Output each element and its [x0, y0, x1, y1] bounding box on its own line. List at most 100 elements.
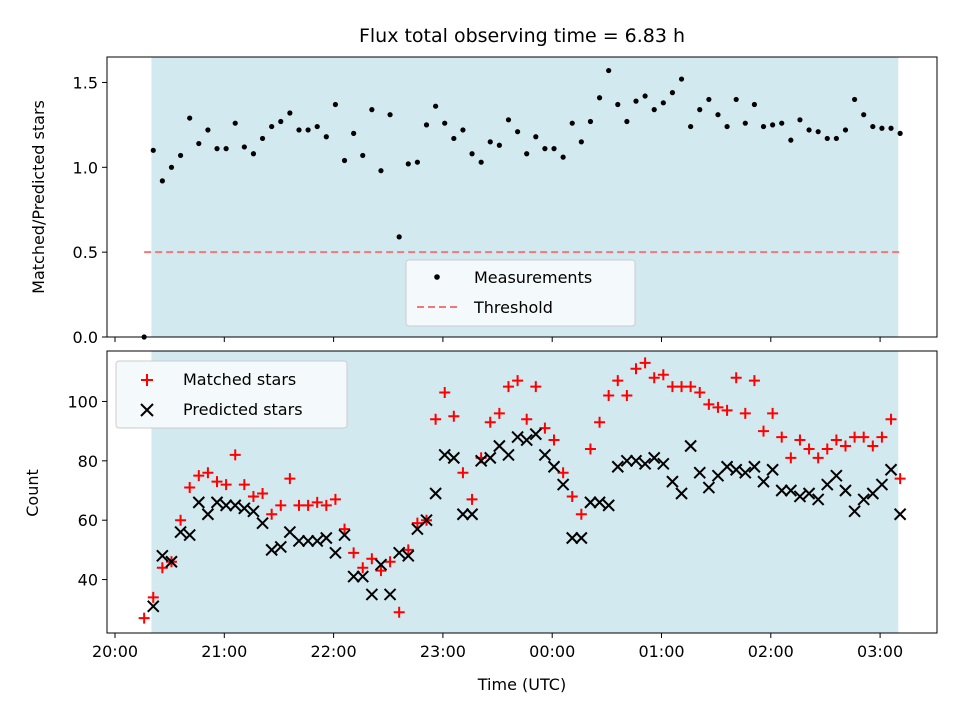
matched-star-point	[284, 473, 296, 485]
measurement-point	[861, 112, 867, 118]
measurement-point	[196, 140, 202, 147]
bottom-x-axis: 20:00 21:00 22:00 23:00 00:00 01:00 02:00 03:00	[92, 633, 903, 661]
measurement-point	[733, 96, 739, 103]
predicted-star-point	[392, 546, 406, 560]
bottom-x-tick-label: 21:00	[201, 642, 247, 661]
predicted-star-point	[329, 546, 342, 560]
measurement-point	[879, 125, 885, 131]
predicted-star-point	[365, 588, 379, 601]
matched-star-point	[748, 375, 760, 387]
matched-star-point	[521, 413, 533, 425]
measurement-point	[205, 127, 211, 133]
measurement-point	[314, 123, 320, 130]
predicted-star-point	[893, 508, 907, 521]
predicted-star-point	[247, 505, 260, 518]
matched-star-point	[275, 499, 287, 511]
predicted-star-point	[784, 484, 798, 497]
matched-star-point	[739, 407, 751, 419]
matched-star-point	[512, 375, 524, 387]
measurement-point	[678, 76, 685, 82]
measurement-point	[296, 127, 302, 133]
predicted-star-point	[739, 466, 752, 479]
bottom-legend: Matched stars Predicted stars	[115, 360, 348, 429]
measurement-point	[396, 234, 402, 240]
matched-star-point	[548, 434, 560, 446]
matched-star-point	[821, 443, 833, 455]
measurement-point	[323, 134, 329, 140]
bottom-plot-frame	[106, 350, 938, 634]
matched-star-point	[493, 407, 505, 419]
matched-star-point	[721, 404, 733, 416]
predicted-star-point	[884, 463, 898, 476]
predicted-star-point	[165, 555, 178, 568]
matched-star-point	[457, 467, 469, 479]
matched-star-point	[357, 562, 369, 574]
bottom-x-tick-label: 02:00	[748, 642, 794, 661]
matched-star-point	[557, 467, 569, 479]
matched-star-point	[885, 413, 897, 425]
predicted-star-point	[374, 558, 388, 571]
predicted-star-point	[529, 427, 543, 441]
predicted-star-point	[183, 528, 196, 542]
bottom-y-tick-label: 60	[78, 511, 98, 530]
chart-title: Flux total observing time = 6.83 h	[359, 25, 685, 47]
matched-star-point	[466, 493, 478, 505]
measurement-point	[715, 112, 721, 118]
top-y-tick-label: 0.0	[73, 328, 98, 347]
matched-star-point	[156, 562, 168, 574]
top-x-ticks	[114, 337, 881, 342]
predicted-star-point	[766, 463, 779, 476]
matched-star-point	[238, 479, 250, 491]
predicted-star-point	[830, 469, 843, 482]
matched-star-point	[448, 410, 460, 422]
matched-star-point	[366, 553, 378, 565]
matched-star-point	[502, 381, 514, 393]
measurement-point	[760, 123, 767, 130]
predicted-star-point	[875, 478, 889, 491]
predicted-star-point	[420, 513, 433, 527]
predicted-star-point	[839, 484, 852, 497]
matched-star-point	[339, 523, 351, 535]
matched-star-point	[703, 398, 715, 410]
measurement-point	[697, 107, 703, 113]
matched-star-point	[730, 372, 742, 384]
measurement-point	[214, 146, 220, 152]
legend-predicted-label: Predicted stars	[183, 400, 303, 419]
predicted-star-point	[256, 516, 269, 530]
matched-star-point	[302, 499, 314, 511]
predicted-star-point	[802, 487, 816, 500]
measurement-point	[232, 120, 238, 126]
measurement-point	[806, 127, 812, 133]
legend-threshold-label: Threshold	[473, 298, 553, 317]
predicted-star-point	[566, 531, 579, 545]
matched-star-point	[184, 482, 196, 494]
matched-star-point	[375, 565, 387, 577]
matched-star-point	[393, 606, 405, 618]
measurement-point	[451, 135, 457, 142]
predicted-star-point	[666, 475, 679, 488]
matched-star-point	[402, 544, 414, 556]
bottom-x-tick-label: 00:00	[529, 642, 575, 661]
legend-measurements-marker	[434, 274, 440, 280]
measurement-point	[897, 130, 903, 136]
matched-star-point	[685, 381, 697, 393]
measurement-point	[542, 146, 548, 152]
measurement-point	[369, 107, 375, 113]
predicted-star-point	[693, 466, 706, 479]
measurement-point	[569, 120, 575, 126]
top-y-tick-label: 1.0	[73, 158, 98, 177]
measurement-point	[514, 129, 521, 135]
predicted-star-point	[320, 531, 333, 545]
measurement-point	[533, 134, 539, 140]
matched-star-point	[138, 612, 150, 624]
predicted-star-point	[793, 490, 807, 503]
measurement-point	[651, 107, 657, 113]
predicted-star-point	[520, 433, 533, 447]
predicted-star-point	[675, 487, 688, 500]
legend-measurements-label: Measurements	[474, 268, 592, 287]
measurement-point	[305, 127, 311, 133]
measurement-point	[660, 100, 666, 106]
matched-star-point	[193, 470, 205, 482]
matched-star-point	[411, 517, 423, 529]
